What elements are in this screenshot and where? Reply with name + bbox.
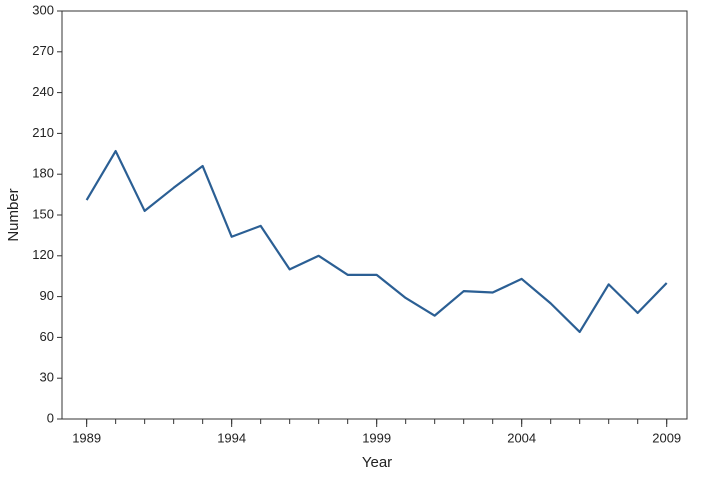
x-tick-label: 2009 [652, 430, 681, 445]
y-tick-label: 150 [32, 206, 54, 221]
x-tick-label: 1999 [362, 430, 391, 445]
y-tick-label: 270 [32, 43, 54, 58]
x-axis-label: Year [362, 454, 392, 471]
data-line [85, 149, 668, 334]
y-tick-label: 210 [32, 125, 54, 140]
y-tick-label: 0 [47, 410, 54, 425]
x-tick-label: 2004 [507, 430, 536, 445]
y-tick-label: 60 [40, 329, 54, 344]
x-tick-label: 1994 [217, 430, 246, 445]
x-tick-label: 1989 [72, 430, 101, 445]
y-tick-label: 30 [40, 370, 54, 385]
y-tick-label: 300 [32, 2, 54, 17]
y-tick-label: 90 [40, 288, 54, 303]
y-tick-label: 240 [32, 84, 54, 99]
y-tick-label: 120 [32, 247, 54, 262]
plot-frame [61, 10, 688, 420]
y-axis-label: Number [5, 188, 22, 241]
y-tick-label: 180 [32, 166, 54, 181]
